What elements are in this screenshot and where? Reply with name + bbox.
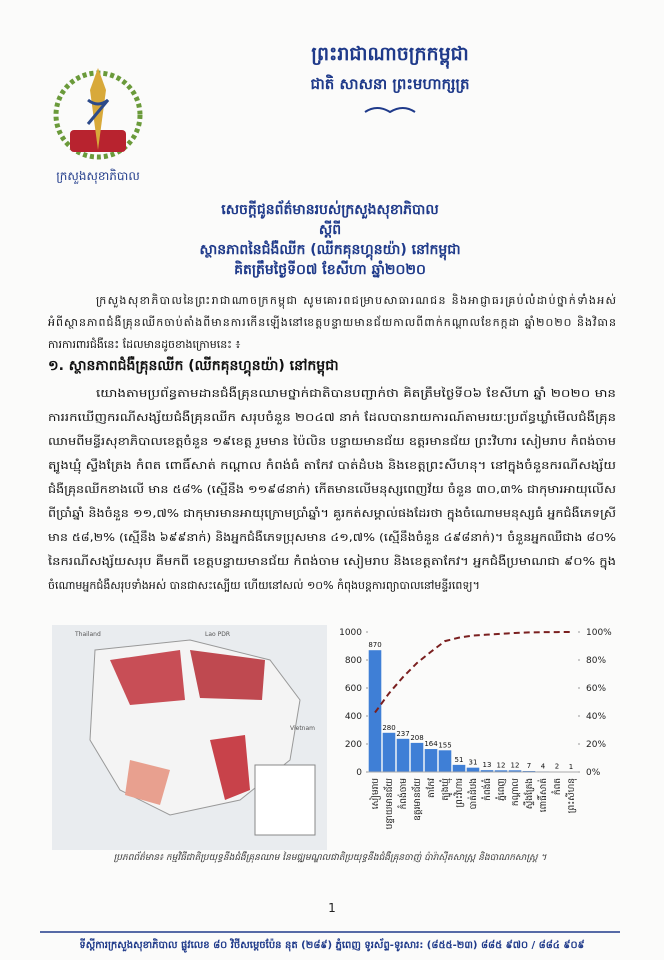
- body-line: ពីប្រាំឆ្នាំ និងចំនួន ១១,៧% ជាកុមារមានអា…: [48, 506, 616, 522]
- value-label: 4: [541, 762, 546, 770]
- map-label: Thailand: [74, 631, 101, 638]
- logo: [53, 68, 143, 160]
- body-line: នៃករណីសង្ស័យសរុប គឺមកពី ខេត្តបន្ទាយមានជ័…: [47, 554, 616, 570]
- ornament: [364, 107, 416, 114]
- y2-tick-label: 0%: [586, 768, 601, 778]
- bar: [508, 770, 522, 772]
- y-tick-label: 200: [345, 740, 362, 750]
- x-tick-label: កណ្តាល: [511, 778, 521, 807]
- value-label: 870: [368, 641, 381, 649]
- value-label: 208: [410, 734, 423, 742]
- value-label: 12: [497, 761, 506, 769]
- bar: [382, 732, 396, 772]
- body-line: ជំងឺគ្រុនឈីកខាងលើ មាន ៥៨% (ស្មើនឹង ១១៩៨ន…: [48, 482, 616, 497]
- y2-tick-label: 80%: [586, 656, 606, 666]
- footer: ទីស្តីការក្រសួងសុខាភិបាល ផ្លូវលេខ ៨០ វិថ…: [79, 938, 584, 953]
- body-line: ឈាមពីមន្ទីរសុខាភិបាលខេត្តចំនួន ១៩ខេត្ត រ…: [48, 434, 616, 449]
- y-tick-label: 0: [356, 768, 362, 778]
- value-label: 280: [382, 724, 395, 732]
- intro-line: ក្រសួងសុខាភិបាលនៃព្រះរាជាណាចក្រកម្ពុជា ស…: [96, 293, 616, 309]
- y2-tick-label: 60%: [586, 684, 606, 694]
- x-tick-label: កំពង់ធំ: [481, 778, 493, 801]
- x-tick-label: ពោធិ៍សាត់: [536, 778, 549, 813]
- value-label: 1: [569, 763, 573, 771]
- y-tick-label: 1000: [339, 628, 362, 638]
- value-label: 2: [555, 763, 559, 771]
- x-tick-label: កំពត: [551, 778, 563, 795]
- intro-line: អំពីស្ថានភាពជំងឺគ្រុនឈីកចាប់តាំងពីមានការ…: [48, 315, 616, 330]
- value-label: 155: [438, 741, 451, 749]
- value-label: 12: [511, 761, 520, 769]
- x-tick-label: សៀមរាប: [369, 778, 381, 810]
- x-tick-label: ស្ទឹងត្រែង: [523, 778, 535, 809]
- motto: ជាតិ សាសនា ព្រះមហាក្សត្រ: [311, 74, 470, 93]
- bar: [480, 770, 494, 772]
- body-line: ចំណោមអ្នកជំងឺសរុបទាំងអស់ បានជាសះស្បើយ ហើ…: [48, 578, 480, 593]
- y-tick-label: 800: [345, 656, 362, 666]
- title: សេចក្តីជូនព័ត៌មានរបស់ក្រសួងសុខាភិបាល: [221, 200, 438, 219]
- section-heading: ១. ស្ថានភាពជំងឺគ្រុនឈីក (ឈីកគុនហ្គុនយ៉ា)…: [48, 356, 339, 377]
- bar: [438, 750, 452, 772]
- value-label: 13: [483, 761, 492, 769]
- y-tick-label: 400: [345, 712, 362, 722]
- value-label: 51: [455, 756, 464, 764]
- x-tick-label: ត្បូងឃ្មុំ: [439, 778, 452, 801]
- title: គិតត្រឹមថ្ងៃទី០៧ ខែសីហា ឆ្នាំ២០២០: [234, 260, 426, 278]
- x-tick-label: ព្រះវិហារ: [453, 778, 465, 808]
- ministry-name: ក្រសួងសុខាភិបាល: [56, 168, 140, 184]
- bar: [396, 738, 410, 772]
- bar: [424, 749, 438, 772]
- x-tick-label: បន្ទាយមានជ័យ: [383, 778, 395, 830]
- bar: [466, 767, 480, 772]
- caption: ប្រភពព័ត៌មាន៖ កម្មវិធីជាតិប្រយុទ្ធនឹងជំង…: [114, 851, 548, 863]
- value-label: 31: [469, 759, 478, 767]
- map-label: Lao PDR: [205, 631, 230, 638]
- map-label: Vietnam: [290, 725, 315, 732]
- bar: [494, 770, 508, 772]
- value-label: 237: [396, 730, 409, 738]
- x-tick-label: ភ្នំពេញ: [495, 778, 507, 801]
- value-label: 7: [527, 762, 531, 770]
- map: [52, 625, 327, 850]
- y2-tick-label: 100%: [586, 628, 612, 638]
- value-label: 164: [424, 740, 438, 748]
- body-line: ត្បូងឃ្មុំ ស្ទឹងត្រែង កំពត ពោធិ៍សាត់ កណ្…: [48, 457, 616, 474]
- y2-tick-label: 40%: [586, 712, 606, 722]
- x-tick-label: កំពង់ចាម: [397, 778, 409, 810]
- title: ស្ថានភាពនៃជំងឺឈីក (ឈីកគុនហ្គុនយ៉ា) នៅកម្…: [199, 240, 460, 261]
- y2-tick-label: 20%: [586, 740, 606, 750]
- body-line: យោងតាមប្រព័ន្ធតាមដានជំងឺគ្រុនឈាមថ្នាក់ជា…: [96, 386, 616, 401]
- bar: [410, 742, 424, 772]
- body-line: មាន ៥៨,២% (ស្មើនឹង ៦៩៩នាក់) និងអ្នកជំងឺភ…: [48, 530, 616, 545]
- x-tick-label: ព្រះសីហនុ: [565, 778, 577, 813]
- page-number: 1: [328, 901, 336, 915]
- cumulative-line: [374, 631, 572, 714]
- x-tick-label: តាកែវ: [425, 778, 437, 798]
- kingdom: ព្រះរាជាណាចក្រកម្ពុជា: [311, 43, 468, 69]
- x-tick-label: ឧត្តរមានជ័យ: [411, 778, 423, 821]
- intro-line: ការការពារជំងឺនេះ ដែលមានដូចខាងក្រោមនេះ ៖: [48, 337, 241, 352]
- y-tick-label: 600: [345, 684, 362, 694]
- body-line: ការរកឃើញករណីសង្ស័យជំងឺគ្រុនឈីក សរុបចំនួន…: [48, 410, 616, 425]
- bar: [452, 764, 466, 772]
- x-tick-label: បាត់ដំបង: [467, 778, 479, 809]
- title: ស្តីពី: [319, 220, 341, 238]
